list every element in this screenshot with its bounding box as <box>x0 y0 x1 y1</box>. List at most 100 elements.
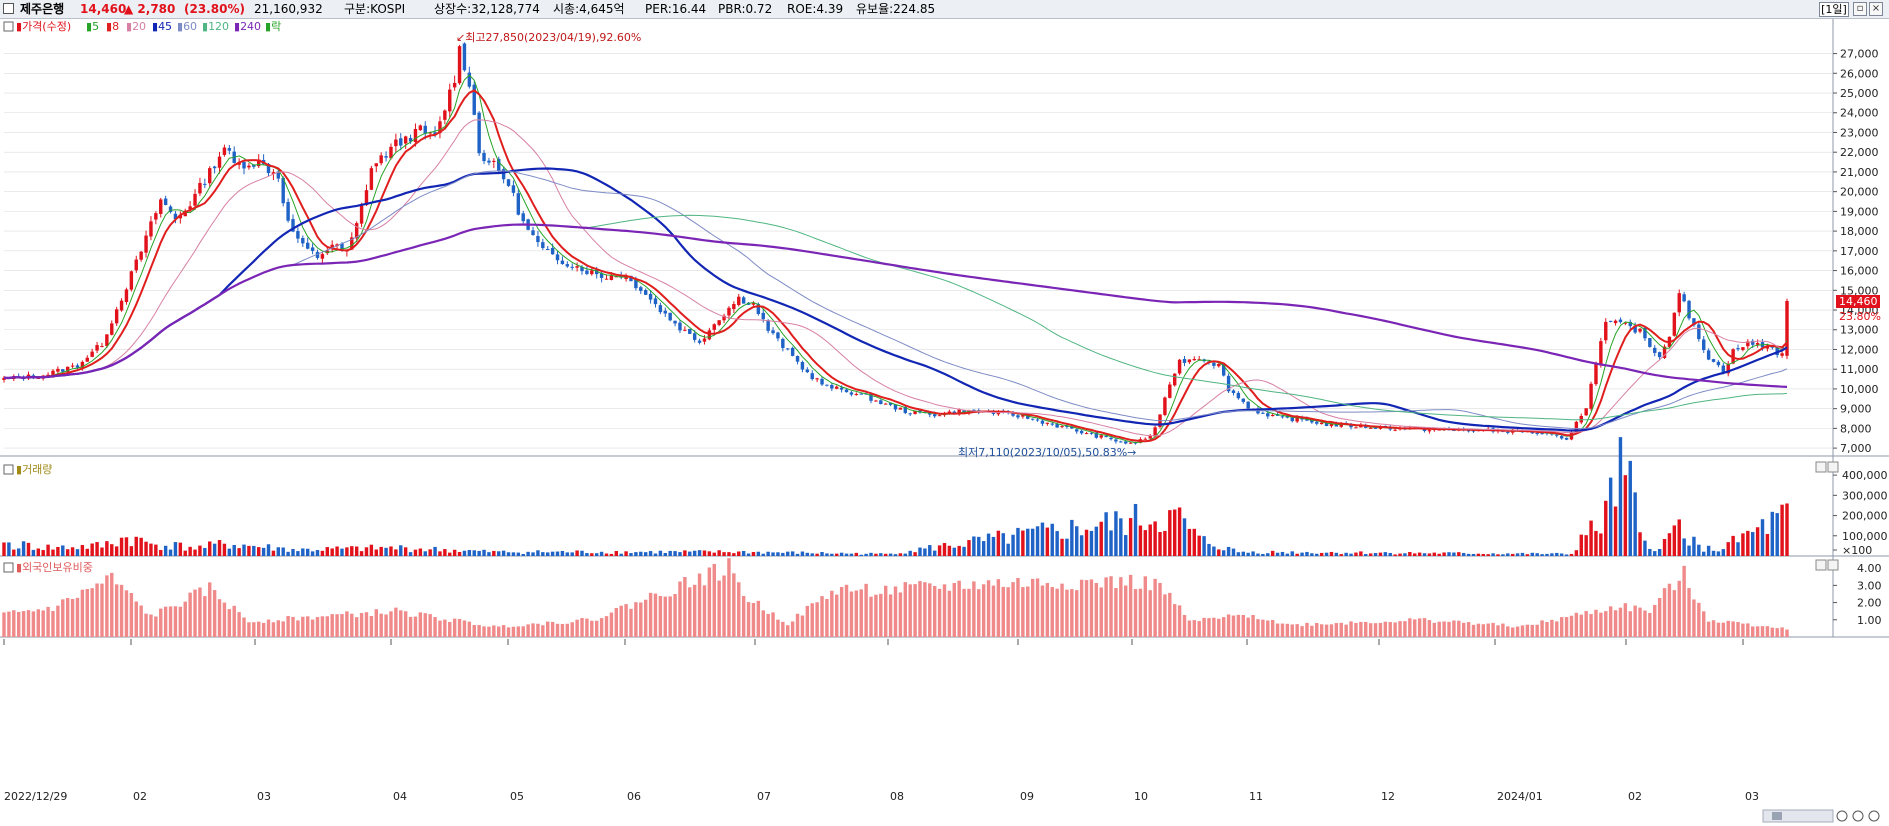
volume-bar <box>159 549 163 556</box>
foreign-bar <box>497 626 501 637</box>
foreign-bar <box>1687 588 1691 637</box>
volume-bar <box>1006 543 1010 556</box>
zoom-reset-icon[interactable] <box>1868 810 1880 822</box>
candle-body <box>531 230 535 235</box>
candle-body <box>825 384 829 386</box>
volume-bar <box>222 543 227 556</box>
candle-body <box>908 413 912 415</box>
volume-bar <box>428 549 432 556</box>
candle-body <box>678 322 682 331</box>
foreign-bar <box>330 614 334 637</box>
foreign-bar <box>781 621 785 637</box>
volume-panel-checkbox[interactable] <box>3 464 14 475</box>
foreign-bar <box>1653 604 1657 637</box>
volume-bar <box>1515 553 1520 556</box>
foreign-bar <box>1765 626 1770 637</box>
foreign-bar <box>154 616 158 637</box>
foreign-bar <box>1540 620 1544 637</box>
candle-body <box>1040 420 1045 424</box>
volume-bar <box>972 536 976 556</box>
foreign-bar <box>815 602 819 637</box>
volume-bar <box>1770 511 1775 556</box>
foreign-bar <box>80 589 85 637</box>
candle-body <box>1324 422 1329 427</box>
foreign-bar <box>1437 621 1441 637</box>
foreign-bar <box>1530 624 1534 637</box>
foreign-bar <box>100 583 104 637</box>
restore-icon[interactable]: ▫ <box>1853 2 1867 16</box>
volume-bar <box>237 548 241 556</box>
shares-label: 상장수:32,128,774 <box>434 2 540 16</box>
volume-bar <box>1319 552 1324 556</box>
candle-body <box>883 403 888 405</box>
scroll-thumb[interactable] <box>1772 812 1782 820</box>
volume-panel-minimize-icon[interactable] <box>1815 461 1827 473</box>
volume-bar <box>854 552 859 556</box>
foreign-bar <box>1628 611 1632 637</box>
candle-body <box>477 112 481 154</box>
zoom-out-icon[interactable] <box>1836 810 1848 822</box>
foreign-bar <box>1290 624 1294 637</box>
candle-body <box>1657 352 1662 358</box>
candle-body <box>688 328 692 334</box>
foreign-bar <box>874 594 878 637</box>
foreign-bar <box>707 567 712 637</box>
candle-body <box>100 346 104 348</box>
foreign-panel-minimize-icon[interactable] <box>1815 559 1827 571</box>
volume-bar <box>1310 553 1314 556</box>
foreign-bar <box>937 588 942 637</box>
foreign-bar <box>1550 619 1554 637</box>
foreign-bar <box>1662 588 1667 637</box>
price-panel-checkbox[interactable] <box>3 21 14 32</box>
select-checkbox[interactable] <box>3 3 14 14</box>
foreign-bar <box>590 620 594 637</box>
foreign-bar <box>835 594 839 637</box>
foreign-bar <box>85 589 89 637</box>
foreign-bar <box>536 623 540 637</box>
volume-bar <box>883 553 888 556</box>
volume-bar <box>345 547 349 556</box>
foreign-bar <box>805 605 810 637</box>
foreign-bar <box>1559 617 1564 637</box>
candle-body <box>1339 423 1343 427</box>
volume-bar <box>65 549 70 556</box>
candle-body <box>849 392 854 395</box>
zoom-in-icon[interactable] <box>1852 810 1864 822</box>
foreign-bar <box>159 608 163 637</box>
close-icon[interactable]: × <box>1869 2 1883 16</box>
foreign-bar <box>859 589 863 637</box>
foreign-panel-checkbox[interactable] <box>3 562 14 573</box>
foreign-bar <box>1295 624 1299 637</box>
candle-body <box>1050 423 1054 425</box>
legend-ma5: ▮5 <box>86 20 99 33</box>
foreign-bar <box>1197 621 1201 637</box>
candle-body <box>560 260 565 265</box>
date-label: 02 <box>1628 790 1642 803</box>
foreign-bar <box>1721 622 1726 637</box>
volume-bar <box>1741 533 1745 556</box>
price-axis-label: 20,000 <box>1840 186 1879 199</box>
foreign-bar <box>178 606 183 637</box>
candle-body <box>51 370 55 375</box>
candle-body <box>501 169 506 180</box>
candle-body <box>217 156 222 168</box>
stock-chart[interactable]: 27,000 26,000 25,000 24,000 23,000 22,000 21,0… <box>0 19 1889 826</box>
volume-bar <box>1491 553 1495 556</box>
volume-bar <box>1682 538 1686 556</box>
volume-bar <box>452 549 457 556</box>
period-button[interactable]: [1일] <box>1819 2 1849 17</box>
volume-bar <box>1422 553 1427 556</box>
foreign-panel-close-icon[interactable] <box>1827 559 1839 571</box>
volume-bar <box>1398 553 1402 556</box>
foreign-bar <box>1731 621 1735 637</box>
foreign-bar <box>952 583 956 637</box>
price-axis-label: 21,000 <box>1840 166 1879 179</box>
price-axis-label: 22,000 <box>1840 146 1879 159</box>
foreign-bar <box>634 602 638 637</box>
price-axis-label: 7,000 <box>1840 442 1872 455</box>
candle-body <box>1628 321 1632 327</box>
candle-body <box>1187 359 1192 363</box>
foreign-bar <box>1065 589 1069 637</box>
foreign-bar <box>810 603 814 637</box>
volume-panel-close-icon[interactable] <box>1827 461 1839 473</box>
